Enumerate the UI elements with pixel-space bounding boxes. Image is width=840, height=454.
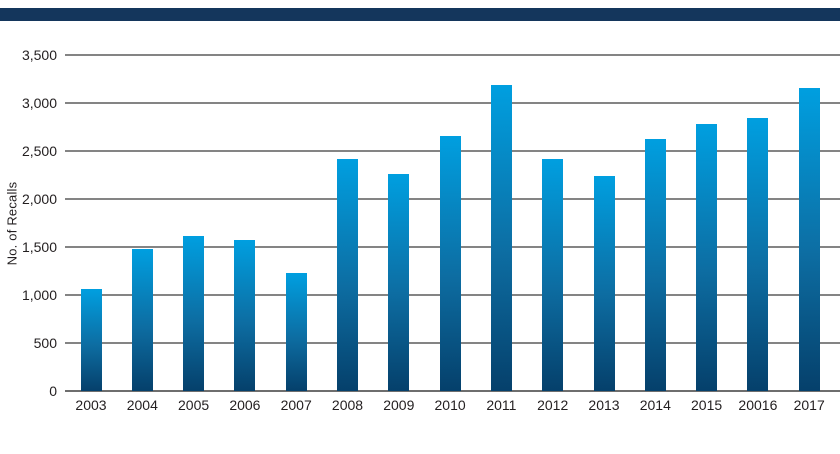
x-tick-label-2013: 2013 — [588, 397, 620, 413]
bar-2006 — [234, 240, 256, 391]
bar-2014 — [644, 139, 666, 391]
bar-2008 — [337, 158, 358, 391]
x-tick-label-2005: 2005 — [178, 397, 210, 413]
x-tick-label-2010: 2010 — [434, 397, 466, 413]
x-tick-label-2006: 2006 — [229, 397, 261, 413]
bar-2009 — [388, 173, 410, 391]
x-tick-label-2008: 2008 — [331, 397, 364, 413]
x-tick-label-2012: 2012 — [537, 397, 569, 413]
x-tick-label-2003: 2003 — [75, 397, 107, 413]
x-tick-label-2007: 2007 — [280, 397, 312, 413]
bar-2013 — [593, 176, 615, 391]
bar-20016 — [747, 118, 769, 391]
bar-2015 — [696, 123, 718, 391]
bar-2012 — [542, 158, 564, 391]
x-tick-label-2011: 2011 — [486, 397, 517, 413]
bar-2005 — [183, 236, 205, 391]
y-tick-label: 2,000 — [21, 191, 57, 207]
y-tick-label: 3,000 — [21, 95, 57, 111]
bar-2011 — [490, 84, 512, 391]
x-tick-label-2009: 2009 — [383, 397, 415, 413]
x-tick-label-2004: 2004 — [126, 397, 158, 413]
bar-2017 — [798, 87, 820, 391]
x-axis-line — [65, 390, 840, 392]
y-tick-label: 0 — [49, 383, 57, 399]
gridline-3500 — [65, 54, 840, 56]
x-tick-label-20016: 20016 — [738, 397, 778, 413]
x-tick-label-2017: 2017 — [793, 397, 825, 413]
bar-2007 — [285, 273, 307, 391]
gridline-3000 — [65, 102, 840, 104]
y-tick-label: 3,500 — [21, 47, 57, 63]
y-tick-label: 500 — [33, 335, 57, 351]
header-rule — [0, 8, 840, 21]
x-tick-label-2014: 2014 — [639, 397, 671, 413]
y-tick-label: 1,000 — [21, 287, 57, 303]
bar-2004 — [131, 248, 153, 391]
x-tick-label-2015: 2015 — [691, 397, 723, 413]
bar-2003 — [80, 289, 102, 391]
y-tick-label: 2,500 — [21, 143, 57, 159]
bar-2010 — [439, 135, 461, 391]
y-tick-label: 1,500 — [21, 239, 57, 255]
